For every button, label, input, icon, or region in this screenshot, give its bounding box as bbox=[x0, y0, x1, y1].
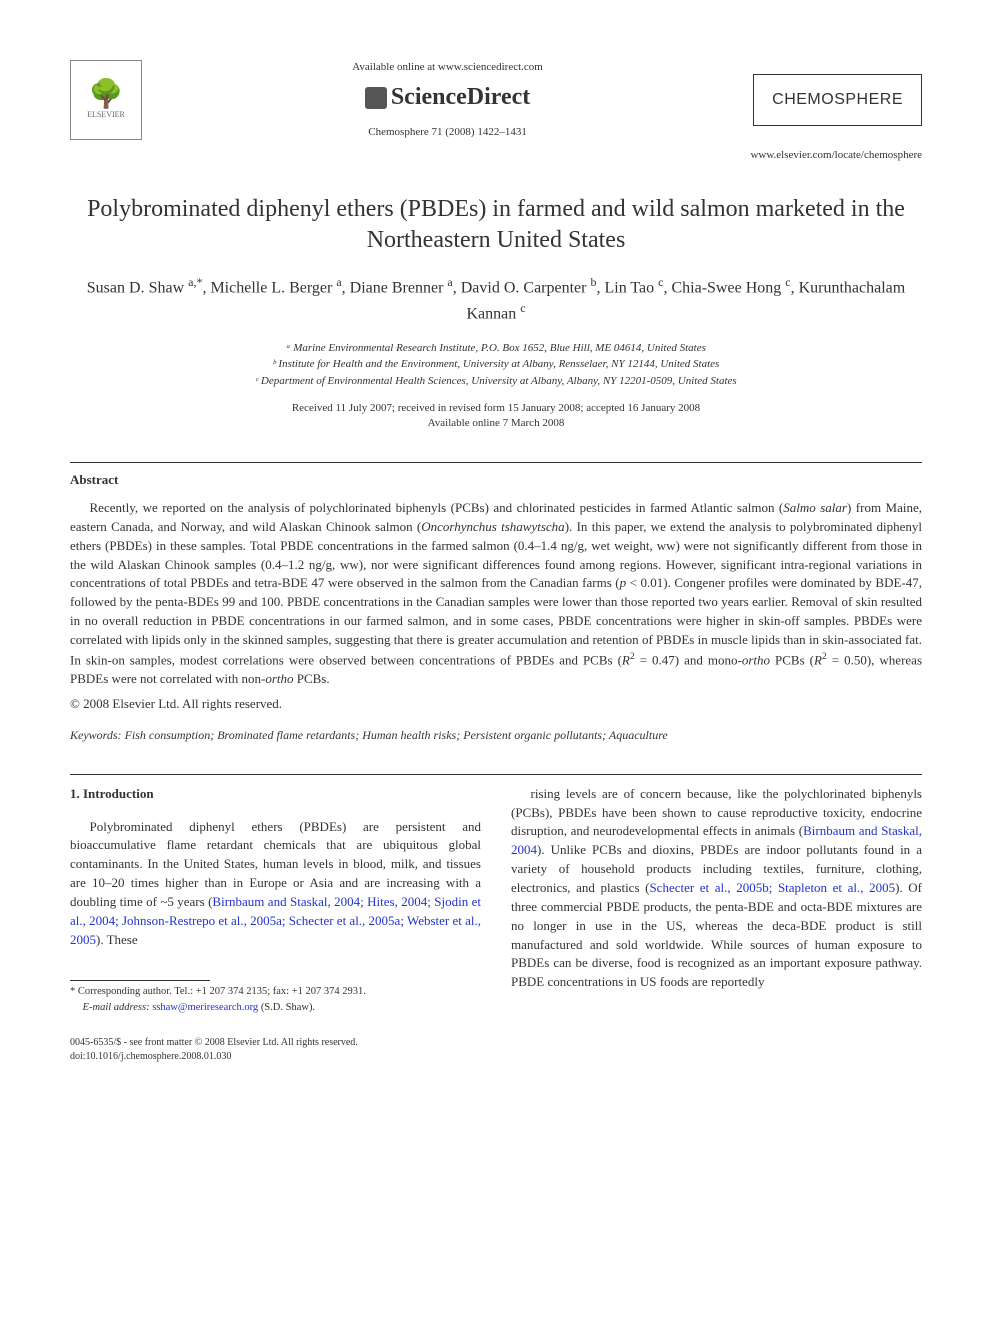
authors-list: Susan D. Shaw a,*, Michelle L. Berger a,… bbox=[70, 274, 922, 325]
elsevier-logo: 🌳 ELSEVIER bbox=[70, 60, 142, 140]
page-header: 🌳 ELSEVIER Available online at www.scien… bbox=[70, 60, 922, 140]
intro-para-left: Polybrominated diphenyl ethers (PBDEs) a… bbox=[70, 818, 481, 950]
available-online-text: Available online at www.sciencedirect.co… bbox=[162, 60, 733, 75]
keywords-label: Keywords: bbox=[70, 728, 122, 742]
corresponding-author: * Corresponding author. Tel.: +1 207 374… bbox=[70, 985, 481, 1000]
citation-text: Chemosphere 71 (2008) 1422–1431 bbox=[162, 125, 733, 140]
affiliation-c: ᶜ Department of Environmental Health Sci… bbox=[70, 373, 922, 390]
abstract-heading: Abstract bbox=[70, 471, 922, 489]
elsevier-label: ELSEVIER bbox=[87, 109, 125, 120]
keywords-list: Fish consumption; Brominated flame retar… bbox=[125, 728, 668, 742]
abstract-body: Recently, we reported on the analysis of… bbox=[70, 499, 922, 689]
article-dates: Received 11 July 2007; received in revis… bbox=[70, 401, 922, 432]
email-address[interactable]: sshaw@meriresearch.org bbox=[152, 1002, 258, 1013]
rule-top bbox=[70, 462, 922, 463]
email-label: E-mail address: bbox=[83, 1002, 150, 1013]
elsevier-tree-icon: 🌳 bbox=[89, 81, 124, 109]
article-title: Polybrominated diphenyl ethers (PBDEs) i… bbox=[70, 194, 922, 256]
sciencedirect-logo: ScienceDirect bbox=[365, 81, 531, 115]
doi-block: 0045-6535/$ - see front matter © 2008 El… bbox=[70, 1036, 481, 1065]
email-line: E-mail address: sshaw@meriresearch.org (… bbox=[70, 1001, 481, 1016]
intro-para-right: rising levels are of concern because, li… bbox=[511, 785, 922, 992]
sciencedirect-block: Available online at www.sciencedirect.co… bbox=[142, 60, 753, 140]
affiliations: ᵃ Marine Environmental Research Institut… bbox=[70, 340, 922, 390]
received-date: Received 11 July 2007; received in revis… bbox=[70, 401, 922, 416]
intro-col-right: rising levels are of concern because, li… bbox=[511, 785, 922, 1065]
intro-col-left: 1. Introduction Polybrominated diphenyl … bbox=[70, 785, 481, 1065]
email-suffix: (S.D. Shaw). bbox=[261, 1002, 315, 1013]
corresponding-footer: * Corresponding author. Tel.: +1 207 374… bbox=[70, 980, 481, 1016]
available-date: Available online 7 March 2008 bbox=[70, 416, 922, 431]
affiliation-b: ᵇ Institute for Health and the Environme… bbox=[70, 356, 922, 373]
affiliation-a: ᵃ Marine Environmental Research Institut… bbox=[70, 340, 922, 357]
sciencedirect-icon bbox=[365, 87, 387, 109]
rule-bottom bbox=[70, 774, 922, 775]
intro-columns: 1. Introduction Polybrominated diphenyl … bbox=[70, 785, 922, 1065]
footer-rule bbox=[70, 980, 210, 981]
keywords-line: Keywords: Fish consumption; Brominated f… bbox=[70, 727, 922, 744]
journal-url: www.elsevier.com/locate/chemosphere bbox=[70, 148, 922, 163]
intro-heading: 1. Introduction bbox=[70, 785, 481, 804]
front-matter: 0045-6535/$ - see front matter © 2008 El… bbox=[70, 1036, 481, 1051]
sciencedirect-text: ScienceDirect bbox=[391, 81, 531, 115]
doi: doi:10.1016/j.chemosphere.2008.01.030 bbox=[70, 1050, 481, 1065]
abstract-copyright: © 2008 Elsevier Ltd. All rights reserved… bbox=[70, 695, 922, 713]
journal-name-box: CHEMOSPHERE bbox=[753, 74, 922, 126]
